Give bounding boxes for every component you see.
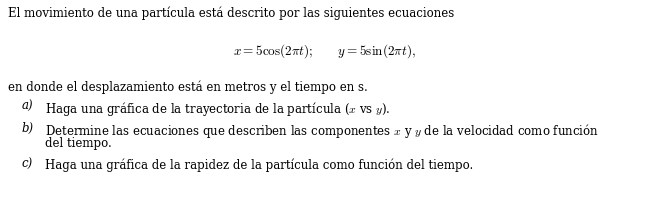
Text: $x = 5\cos(2\pi t);\qquad y = 5\sin(2\pi t),$: $x = 5\cos(2\pi t);\qquad y = 5\sin(2\pi…	[233, 42, 415, 60]
Text: del tiempo.: del tiempo.	[45, 137, 111, 150]
Text: en donde el desplazamiento está en metros y el tiempo en s.: en donde el desplazamiento está en metro…	[8, 80, 368, 94]
Text: Determine las ecuaciones que describen las componentes $x$ y $y$ de la velocidad: Determine las ecuaciones que describen l…	[45, 122, 599, 140]
Text: b): b)	[22, 122, 34, 135]
Text: El movimiento de una partícula está descrito por las siguientes ecuaciones: El movimiento de una partícula está desc…	[8, 7, 454, 21]
Text: Haga una gráfica de la trayectoria de la partícula ($x$ vs $y$).: Haga una gráfica de la trayectoria de la…	[45, 100, 391, 118]
Text: c): c)	[22, 158, 33, 171]
Text: Haga una gráfica de la rapidez de la partícula como función del tiempo.: Haga una gráfica de la rapidez de la par…	[45, 158, 473, 171]
Text: a): a)	[22, 100, 34, 113]
